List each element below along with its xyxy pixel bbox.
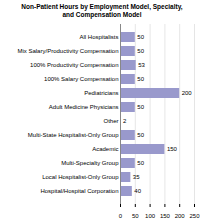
- svg-text:53: 53: [138, 62, 145, 68]
- svg-text:40: 40: [134, 188, 141, 194]
- svg-text:Local Hospitalist-Only Group: Local Hospitalist-Only Group: [42, 174, 119, 180]
- svg-text:50: 50: [137, 104, 144, 110]
- svg-text:Pediatricians: Pediatricians: [84, 90, 118, 96]
- svg-text:100% Salary Compensation: 100% Salary Compensation: [44, 76, 118, 82]
- svg-text:100: 100: [145, 212, 156, 217]
- svg-text:Other: Other: [103, 118, 118, 124]
- svg-text:Mix Salary/Productivity Compen: Mix Salary/Productivity Compensation: [17, 48, 118, 54]
- svg-text:Academic: Academic: [92, 146, 118, 152]
- svg-text:50: 50: [137, 160, 144, 166]
- svg-text:Hospital/Hospital Corporation: Hospital/Hospital Corporation: [40, 188, 118, 194]
- svg-text:200: 200: [175, 212, 186, 217]
- svg-text:50: 50: [137, 34, 144, 40]
- svg-text:200: 200: [182, 90, 193, 96]
- svg-text:150: 150: [160, 212, 171, 217]
- svg-text:50: 50: [137, 132, 144, 138]
- html-text:Non-Patient Hours by Employmen: Non-Patient Hours by Employment Model, S…: [21, 3, 183, 18]
- svg-text:35: 35: [133, 174, 140, 180]
- svg-text:100% Productivity Compensation: 100% Productivity Compensation: [30, 62, 118, 68]
- svg-text:150: 150: [167, 146, 178, 152]
- svg-text:250: 250: [189, 212, 200, 217]
- svg-text:50: 50: [137, 48, 144, 54]
- svg-text:Multi-Specialty Group: Multi-Specialty Group: [61, 160, 119, 166]
- svg-text:Adult Medicine Physicians: Adult Medicine Physicians: [49, 104, 119, 110]
- svg-text:50: 50: [137, 76, 144, 82]
- svg-text:0: 0: [119, 212, 123, 217]
- svg-text:50: 50: [132, 212, 139, 217]
- svg-text:2: 2: [123, 118, 127, 124]
- svg-text:All Hospitalists: All Hospitalists: [79, 34, 118, 40]
- svg-text:Multi-State Hospitalist-Only G: Multi-State Hospitalist-Only Group: [28, 132, 119, 138]
